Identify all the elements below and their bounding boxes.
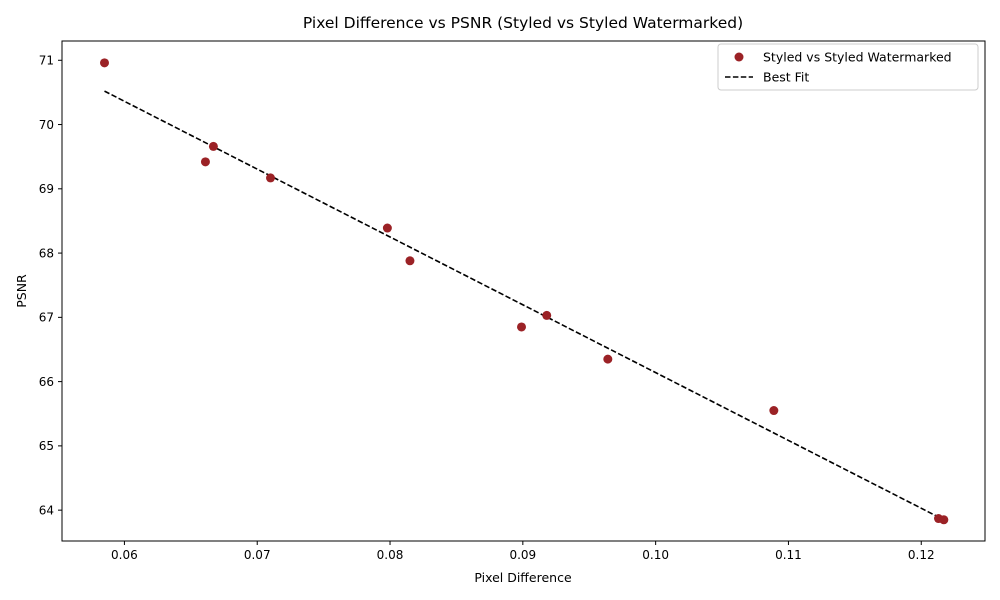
y-tick-label-3: 67 (39, 311, 54, 325)
data-point-2 (200, 157, 210, 167)
x-tick-label-3: 0.09 (509, 548, 536, 562)
x-tick-label-6: 0.12 (908, 548, 935, 562)
data-point-7 (517, 322, 527, 332)
x-tick-label-4: 0.10 (642, 548, 669, 562)
data-point-4 (382, 223, 392, 233)
legend-marker-scatter (734, 52, 744, 62)
y-axis-label: PSNR (14, 274, 29, 308)
x-axis-label: Pixel Difference (474, 570, 572, 585)
plot-area (99, 58, 949, 525)
data-point-0 (99, 58, 109, 68)
x-tick-label-0: 0.06 (111, 548, 138, 562)
legend-label-scatter: Styled vs Styled Watermarked (763, 50, 952, 65)
x-tick-label-2: 0.08 (377, 548, 404, 562)
x-tick-label-1: 0.07 (244, 548, 271, 562)
data-point-3 (266, 173, 276, 183)
data-point-8 (603, 354, 613, 364)
data-point-5 (405, 256, 415, 266)
y-tick-label-1: 65 (39, 439, 54, 453)
data-point-11 (939, 515, 949, 525)
legend-box (717, 43, 979, 91)
y-tick-label-4: 68 (39, 246, 54, 260)
legend: Styled vs Styled Watermarked Best Fit (717, 43, 979, 91)
x-tick-label-5: 0.11 (775, 548, 802, 562)
y-tick-label-0: 64 (39, 503, 54, 517)
data-point-6 (542, 310, 552, 320)
data-point-9 (769, 406, 779, 416)
y-tick-label-6: 70 (39, 118, 54, 132)
plot-frame (61, 40, 986, 542)
legend-label-best-fit: Best Fit (763, 70, 809, 85)
y-tick-label-7: 71 (39, 54, 54, 68)
y-axis: 64 65 66 67 68 69 70 71 (39, 54, 62, 517)
chart-title: Pixel Difference vs PSNR (Styled vs Styl… (303, 14, 743, 32)
y-tick-label-2: 66 (39, 375, 54, 389)
y-tick-label-5: 69 (39, 182, 54, 196)
best-fit-line (104, 90, 945, 521)
x-axis: 0.06 0.07 0.08 0.09 0.10 0.11 0.12 (111, 541, 935, 562)
data-point-1 (208, 141, 218, 151)
